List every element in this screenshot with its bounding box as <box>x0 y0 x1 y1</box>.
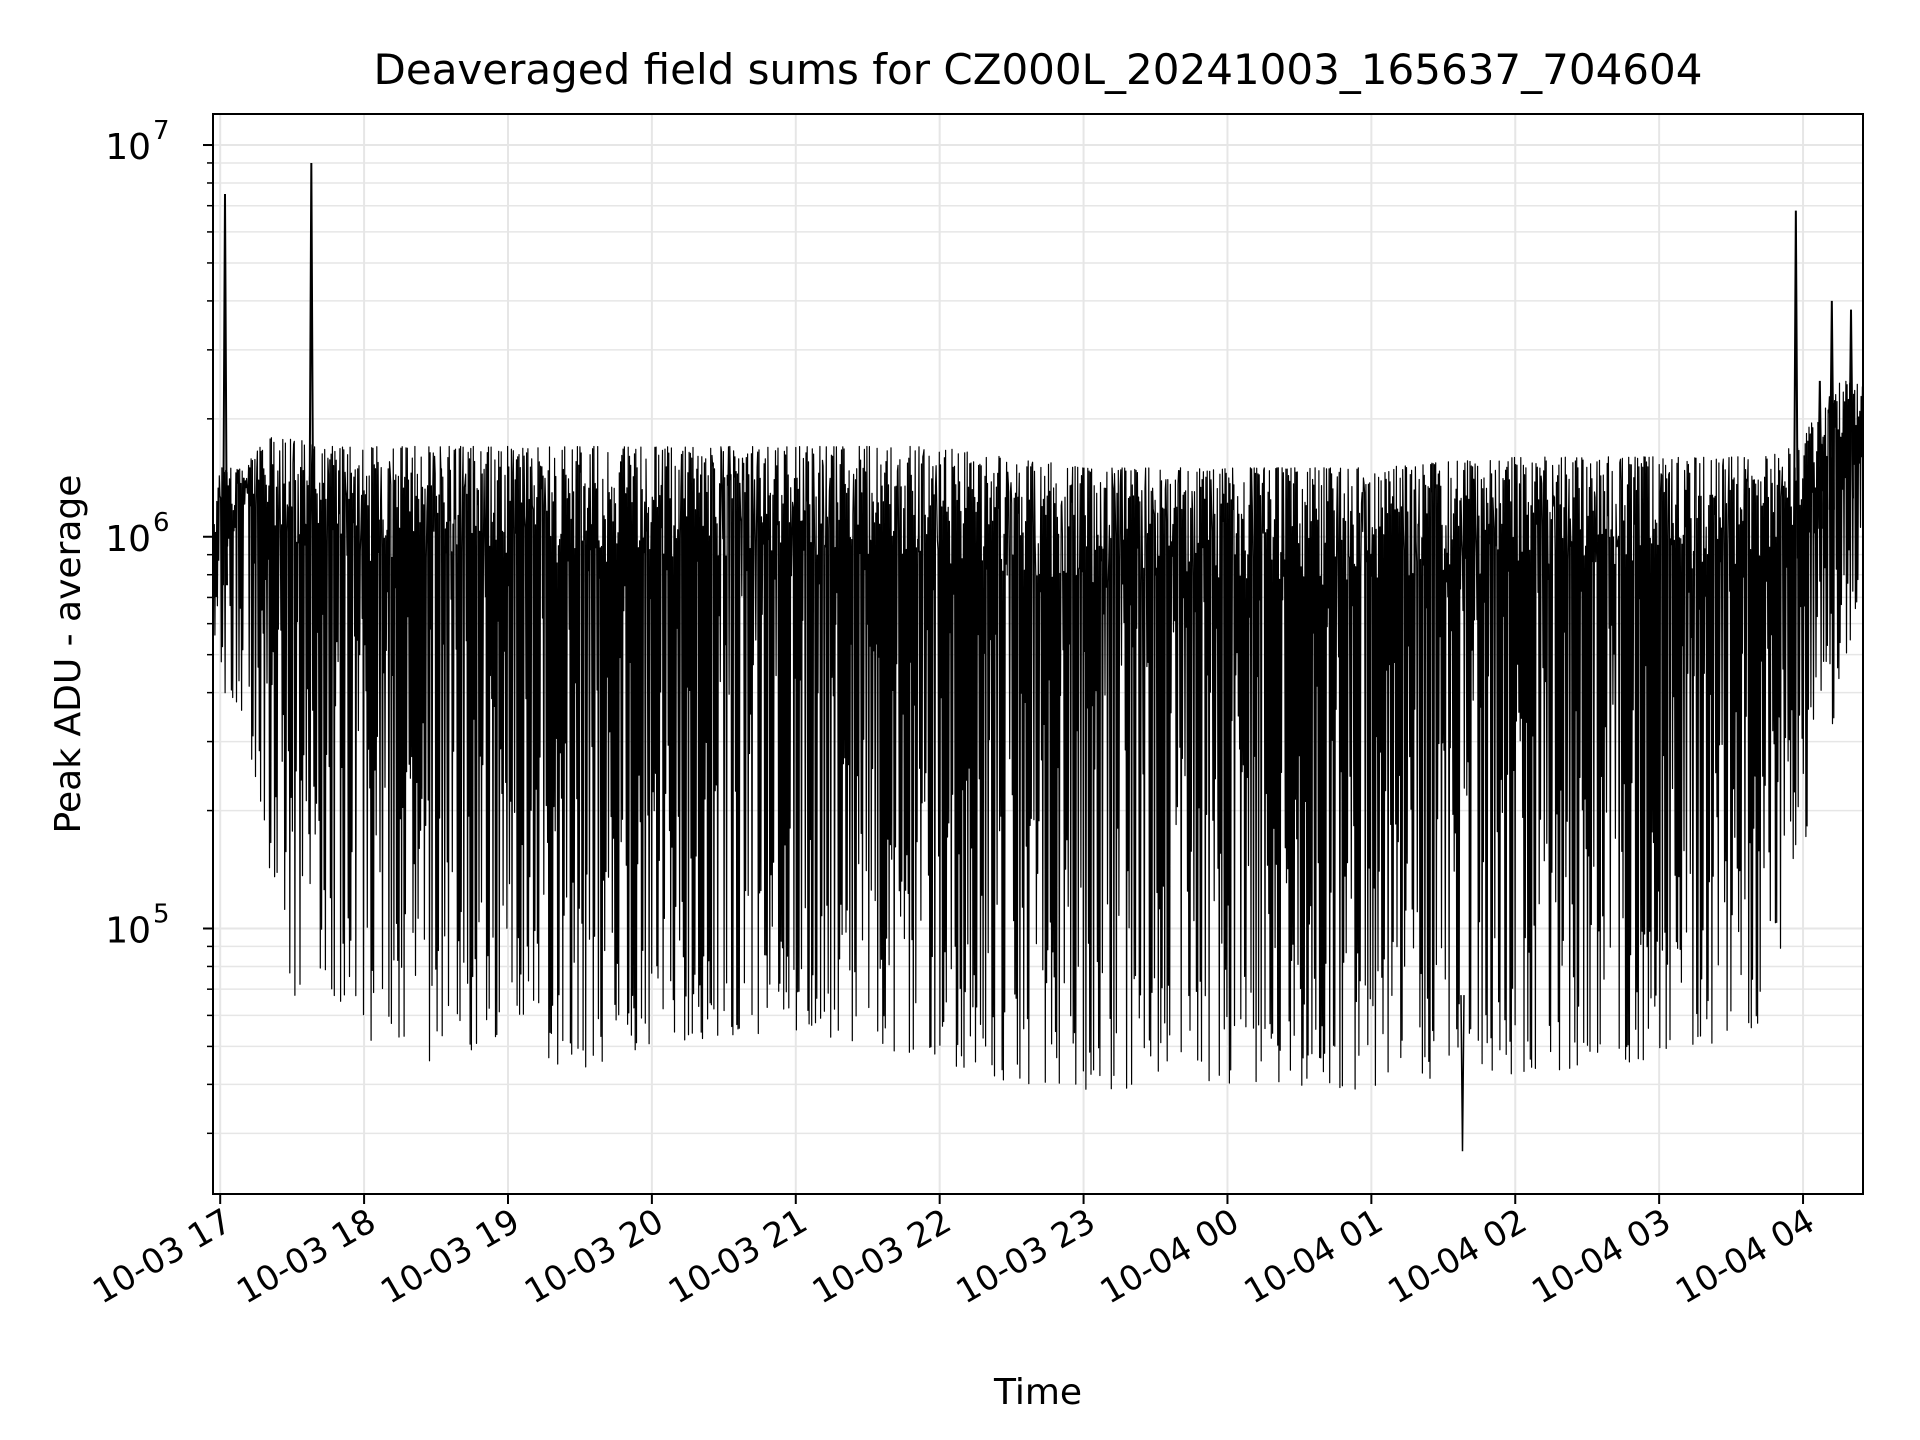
y-tick-label: 10 <box>105 519 151 560</box>
series-spike <box>1792 210 1799 559</box>
x-axis-label: Time <box>993 1372 1082 1413</box>
y-tick-label: 10 <box>105 910 151 951</box>
y-tick-exponent: 7 <box>153 116 170 146</box>
series-dip <box>1460 995 1465 1152</box>
series-spike <box>308 162 315 563</box>
series-trace <box>212 380 1864 1090</box>
series-spike <box>1816 380 1823 529</box>
series-spike <box>1848 309 1855 499</box>
series-spike <box>1828 300 1835 510</box>
y-tick-exponent: 5 <box>153 899 170 929</box>
y-axis-label: Peak ADU - average <box>48 475 89 834</box>
series-spike <box>221 193 228 586</box>
y-tick-label: 10 <box>105 127 151 168</box>
y-tick-exponent: 6 <box>153 508 170 538</box>
chart-title: Deaveraged field sums for CZ000L_2024100… <box>374 45 1703 94</box>
series-line <box>212 162 1864 1152</box>
